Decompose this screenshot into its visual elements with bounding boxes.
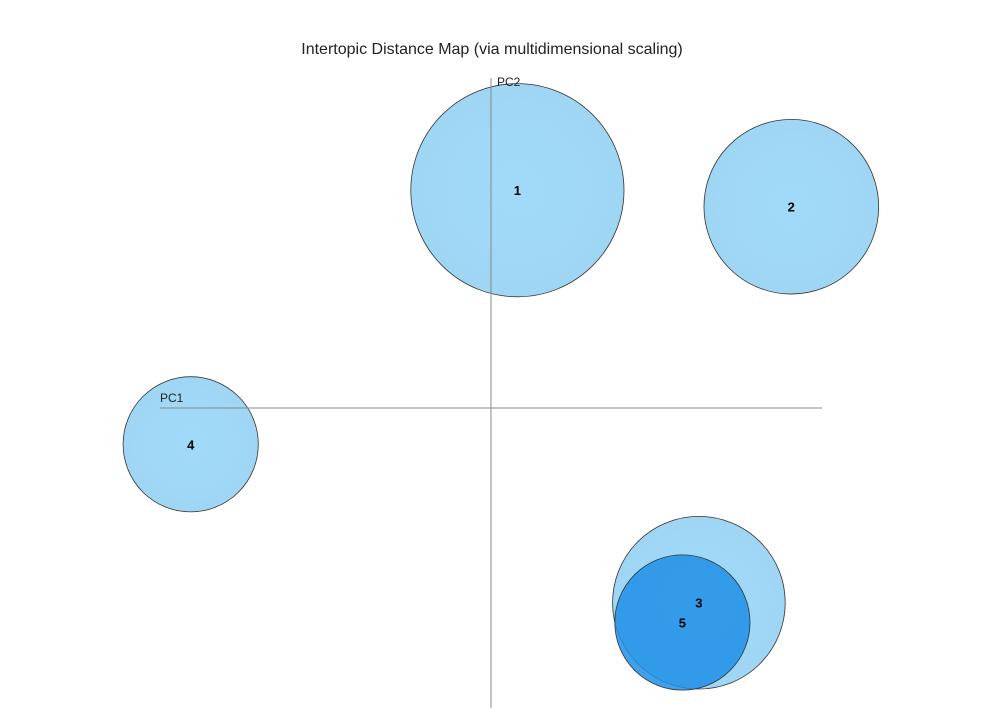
- topic-bubble-4[interactable]: [122, 376, 259, 513]
- topic-bubble-2[interactable]: [703, 118, 880, 295]
- topic-label-3: 3: [695, 596, 702, 611]
- topic-bubble-5[interactable]: [614, 554, 751, 691]
- topic-label-5: 5: [679, 616, 686, 631]
- chart-title: Intertopic Distance Map (via multidimens…: [301, 41, 683, 58]
- pc2-axis-label: PC2: [497, 75, 521, 89]
- topic-label-2: 2: [788, 200, 795, 215]
- axes: PC1 PC2: [160, 75, 822, 708]
- pc1-axis-label: PC1: [160, 391, 184, 405]
- topic-labels: 1 2 3 4 5: [187, 183, 795, 630]
- topic-bubble-1[interactable]: [410, 83, 625, 298]
- topic-label-4: 4: [187, 437, 195, 452]
- topic-label-1: 1: [514, 183, 521, 198]
- topic-bubbles: [122, 83, 880, 691]
